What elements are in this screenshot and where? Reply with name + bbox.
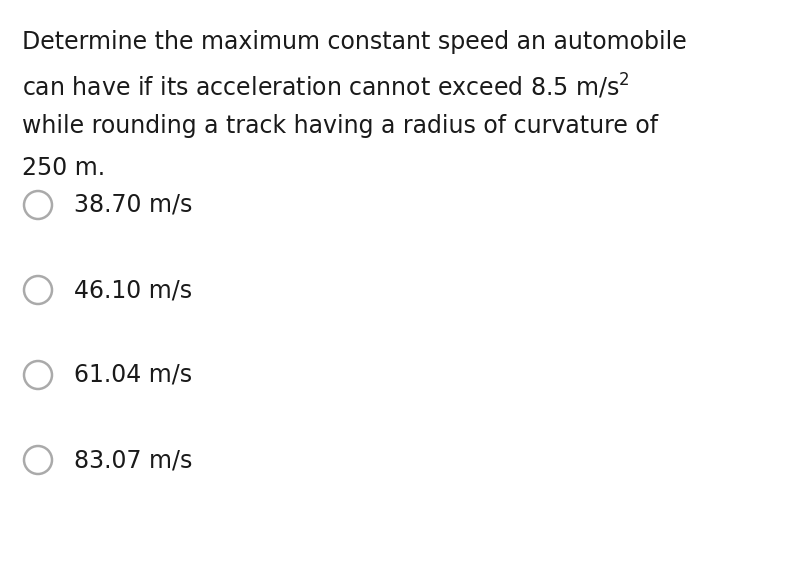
Text: Determine the maximum constant speed an automobile: Determine the maximum constant speed an … [22, 30, 687, 54]
Text: 83.07 m/s: 83.07 m/s [74, 448, 193, 472]
Text: can have if its acceleration cannot exceed 8.5 m/s$^2$: can have if its acceleration cannot exce… [22, 72, 630, 101]
Text: 46.10 m/s: 46.10 m/s [74, 278, 192, 302]
Text: 38.70 m/s: 38.70 m/s [74, 193, 193, 217]
Text: 61.04 m/s: 61.04 m/s [74, 363, 192, 387]
Text: while rounding a track having a radius of curvature of: while rounding a track having a radius o… [22, 114, 658, 138]
Text: 250 m.: 250 m. [22, 156, 105, 180]
